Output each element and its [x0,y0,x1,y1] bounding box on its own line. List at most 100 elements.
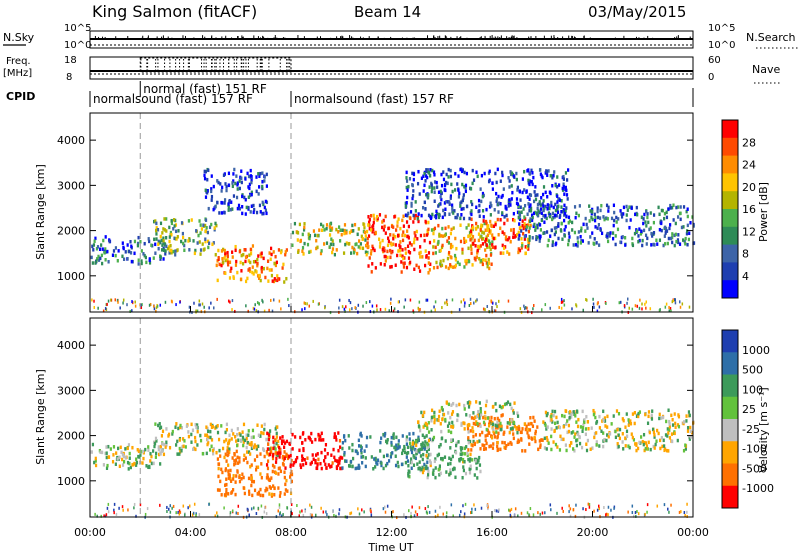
data-cell [425,254,428,258]
data-cell [299,435,302,440]
data-cell [436,185,439,189]
data-cell [325,241,329,245]
data-cell [150,461,153,466]
freq-sweep-box [139,57,292,73]
data-cell [175,422,178,426]
data-cell [252,203,255,208]
data-cell [424,179,427,183]
noise-cell [351,307,353,311]
noise-cell [603,505,605,509]
data-cell [165,440,168,445]
data-cell [479,244,482,248]
data-cell [207,168,210,173]
data-cell [517,230,520,235]
data-cell [140,249,143,253]
data-cell [638,410,642,414]
data-cell [205,226,208,230]
data-cell [403,446,406,451]
data-cell [425,233,429,237]
data-cell [390,224,394,229]
data-cell [427,438,431,443]
data-cell [441,243,444,248]
noise-cell [291,512,293,516]
data-cell [459,239,463,244]
data-cell [279,491,282,495]
data-cell [117,249,120,253]
data-cell [576,424,580,429]
data-cell [678,211,682,216]
data-cell [286,489,289,493]
data-cell [556,185,559,189]
data-cell [658,412,661,417]
data-cell [512,411,515,415]
data-cell [223,439,226,444]
noise-cell [596,302,599,306]
data-cell [558,425,562,430]
data-cell [361,455,365,459]
data-cell [523,203,527,208]
data-cell [648,227,651,232]
noise-cell [278,503,281,507]
nsky-label: N.Sky [3,31,35,44]
data-cell [210,187,213,191]
noise-cell [93,299,95,303]
data-cell [154,455,158,459]
noise-cell [271,309,274,313]
data-cell [596,215,600,220]
data-cell [423,183,426,188]
data-cell [343,231,346,236]
data-cell [495,196,499,201]
data-cell [352,456,355,461]
data-cell [484,248,487,252]
noise-cell [122,508,124,512]
data-cell [539,228,542,232]
noise-cell [529,507,532,511]
data-cell [619,209,622,213]
data-cell [149,451,152,456]
data-cell [654,442,657,447]
data-cell [259,472,262,476]
data-cell [466,401,469,405]
data-cell [383,262,386,267]
noise-cell [575,303,577,307]
xtick-label: 04:00 [175,526,207,539]
data-cell [620,215,624,219]
data-cell [383,246,386,251]
data-cell [248,253,251,257]
data-cell [262,431,265,436]
data-cell [452,265,455,269]
data-cell [567,242,570,247]
data-cell [176,439,179,444]
data-cell [484,228,487,232]
data-cell [155,221,158,226]
data-cell [456,418,459,423]
freq-label-1: Freq. [6,56,31,67]
data-cell [190,432,193,437]
data-cell [541,175,544,180]
data-cell [640,229,643,233]
noise-cell [680,510,682,514]
data-cell [157,447,160,452]
data-cell [439,189,442,194]
data-cell [383,434,386,438]
data-cell [544,213,547,218]
data-cell [440,263,444,268]
data-cell [314,459,317,463]
data-cell [401,218,404,223]
data-cell [372,246,375,251]
data-cell [489,219,492,224]
data-cell [495,180,498,185]
data-cell [500,413,503,418]
noise-cell [304,307,306,311]
data-cell [532,415,535,420]
data-cell [163,228,166,232]
data-cell [382,218,385,223]
data-cell [243,438,247,443]
data-cell [634,442,637,446]
data-cell [309,462,312,466]
data-cell [660,221,663,226]
data-cell [417,169,420,174]
data-cell [495,191,498,196]
data-cell [507,176,510,180]
